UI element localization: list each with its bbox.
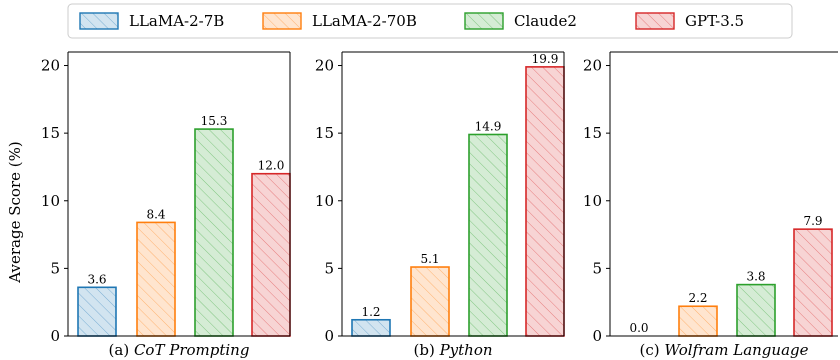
- panel-cot-prompting: 3.6 8.4 15.3 12.0 0 5 10 15 20 (a) CoT Prompting: [41, 51, 291, 359]
- legend-item-0: LLaMA-2-7B: [79, 12, 224, 30]
- y-tick-label-1: 5: [50, 259, 60, 277]
- value-label-0: 3.6: [87, 272, 106, 286]
- value-label-1: 5.1: [420, 252, 439, 266]
- value-label-1: 8.4: [146, 207, 165, 221]
- value-label-2: 15.3: [201, 114, 228, 128]
- bar-1: [136, 221, 176, 337]
- y-tick-label-0: 0: [50, 327, 60, 345]
- legend-item-2: Claude2: [464, 12, 577, 30]
- y-axis-label: Average Score (%): [6, 141, 24, 283]
- y-tick-label-4: 20: [583, 57, 602, 75]
- legend-label-3: GPT-3.5: [685, 12, 744, 30]
- panel-python: 1.2 5.1 14.9 19.9 0 5 10 15 20 (b) Python: [315, 51, 565, 359]
- legend-label-1: LLaMA-2-70B: [312, 12, 417, 30]
- y-tick-label-3: 15: [583, 124, 602, 142]
- legend-swatch-1: [262, 12, 302, 30]
- y-tick-label-4: 20: [315, 57, 334, 75]
- value-label-3: 12.0: [258, 159, 285, 173]
- legend-label-2: Claude2: [514, 12, 577, 30]
- value-label-2: 3.8: [746, 270, 765, 284]
- bar-0: [77, 286, 117, 337]
- bar-3: [525, 66, 565, 337]
- legend-swatch-0: [79, 12, 119, 30]
- panel-caption: (b) Python: [413, 341, 492, 359]
- value-label-3: 19.9: [532, 52, 559, 66]
- bar-1: [678, 305, 718, 337]
- panel-wolfram-language: 0.0 2.2 3.8 7.9 0 5 10 15 20 (c) Wolfram Language: [583, 51, 838, 359]
- value-label-3: 7.9: [803, 214, 822, 228]
- bar-3: [251, 172, 291, 337]
- legend-item-1: LLaMA-2-70B: [262, 12, 417, 30]
- value-label-0: 1.2: [361, 305, 380, 319]
- y-tick-label-0: 0: [324, 327, 334, 345]
- y-tick-label-2: 10: [583, 192, 602, 210]
- legend-frame: [67, 3, 793, 39]
- y-tick-label-4: 20: [41, 57, 60, 75]
- value-label-1: 2.2: [688, 291, 707, 305]
- value-label-0: 0.0: [629, 321, 648, 335]
- legend-label-0: LLaMA-2-7B: [129, 12, 224, 30]
- legend-swatch-2: [464, 12, 504, 30]
- bar-1: [410, 266, 450, 337]
- legend-swatch-3: [635, 12, 675, 30]
- y-tick-label-2: 10: [41, 192, 60, 210]
- value-label-2: 14.9: [475, 119, 502, 133]
- y-tick-label-3: 15: [41, 124, 60, 142]
- bar-2: [736, 283, 776, 337]
- y-tick-label-2: 10: [315, 192, 334, 210]
- panel-caption: (c) Wolfram Language: [639, 341, 808, 359]
- legend: LLaMA-2-7B LLaMA-2-70B Claude2 GPT-3.5: [67, 3, 793, 39]
- y-tick-label-1: 5: [592, 259, 602, 277]
- panel-caption: (a) CoT Prompting: [109, 341, 250, 359]
- y-tick-label-1: 5: [324, 259, 334, 277]
- legend-item-3: GPT-3.5: [635, 12, 744, 30]
- y-tick-label-0: 0: [592, 327, 602, 345]
- bar-2: [468, 133, 508, 337]
- bar-0: [351, 318, 391, 337]
- bar-3: [793, 228, 833, 337]
- y-tick-label-3: 15: [315, 124, 334, 142]
- bar-2: [194, 128, 234, 337]
